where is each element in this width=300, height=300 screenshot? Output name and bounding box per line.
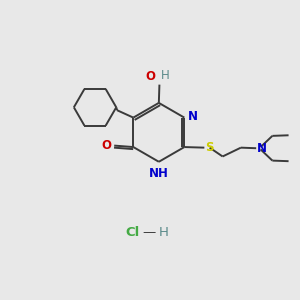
Text: O: O (146, 70, 156, 83)
Text: —: — (142, 226, 155, 239)
Text: N: N (257, 142, 267, 155)
Text: O: O (101, 139, 111, 152)
Text: H: H (158, 226, 168, 239)
Text: Cl: Cl (125, 226, 140, 239)
Text: N: N (188, 110, 198, 123)
Text: H: H (160, 69, 169, 82)
Text: S: S (205, 141, 214, 154)
Text: NH: NH (149, 167, 169, 180)
